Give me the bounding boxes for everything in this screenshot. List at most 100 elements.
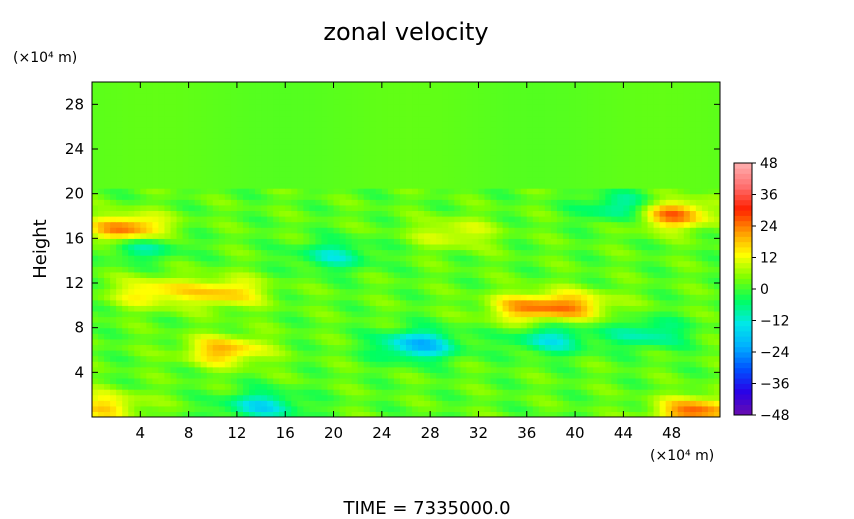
heatmap-cell	[164, 260, 172, 267]
heatmap-cell	[273, 288, 280, 295]
heatmap-cell	[182, 361, 190, 368]
heatmap-cell	[599, 344, 606, 351]
heatmap-cell	[128, 210, 135, 217]
heatmap-cell	[406, 327, 413, 334]
heatmap-cell	[339, 160, 347, 167]
heatmap-cell	[671, 327, 679, 334]
heatmap-cell	[713, 338, 720, 346]
heatmap-cell	[369, 243, 377, 251]
heatmap-cell	[454, 383, 461, 390]
heatmap-cell	[393, 377, 401, 385]
heatmap-cell	[502, 305, 510, 312]
heatmap-cell	[369, 160, 377, 167]
heatmap-cell	[707, 238, 715, 245]
heatmap-cell	[122, 149, 129, 156]
heatmap-cell	[575, 210, 582, 217]
heatmap-cell	[520, 405, 528, 413]
heatmap-cell	[255, 305, 262, 312]
heatmap-cell	[236, 232, 244, 239]
heatmap-cell	[418, 288, 425, 295]
heatmap-cell	[92, 366, 99, 373]
heatmap-cell	[635, 338, 643, 346]
heatmap-cell	[152, 238, 160, 245]
heatmap-cell	[164, 216, 172, 223]
heatmap-cell	[424, 277, 431, 284]
heatmap-cell	[472, 350, 480, 357]
heatmap-cell	[641, 327, 649, 334]
heatmap-cell	[363, 327, 371, 334]
heatmap-cell	[224, 288, 232, 295]
heatmap-cell	[230, 199, 238, 206]
heatmap-cell	[623, 182, 631, 189]
heatmap-cell	[242, 411, 250, 417]
heatmap-cell	[369, 305, 377, 312]
heatmap-cell	[369, 165, 377, 172]
heatmap-cell	[635, 316, 643, 323]
heatmap-cell	[466, 227, 474, 234]
heatmap-cell	[224, 199, 232, 206]
heatmap-cell	[707, 316, 715, 323]
heatmap-cell	[273, 344, 280, 351]
heatmap-cell	[194, 232, 202, 239]
heatmap-cell	[212, 210, 220, 217]
heatmap-cell	[508, 171, 516, 178]
heatmap-cell	[599, 210, 606, 217]
heatmap-cell	[158, 316, 166, 323]
heatmap-cell	[605, 227, 612, 234]
heatmap-cell	[635, 288, 643, 295]
heatmap-cell	[291, 383, 298, 390]
heatmap-cell	[436, 221, 443, 228]
heatmap-cell	[617, 176, 624, 184]
heatmap-cell	[212, 400, 220, 407]
heatmap-cell	[110, 266, 117, 273]
heatmap-cell	[508, 188, 516, 195]
heatmap-cell	[683, 333, 691, 340]
heatmap-cell	[617, 238, 624, 245]
heatmap-cell	[363, 182, 371, 189]
heatmap-cell	[514, 411, 522, 417]
heatmap-cell	[236, 327, 244, 334]
heatmap-cell	[671, 199, 679, 206]
heatmap-cell	[200, 165, 208, 172]
heatmap-cell	[695, 165, 703, 172]
heatmap-cell	[92, 299, 99, 306]
heatmap-cell	[128, 266, 135, 273]
heatmap-cell	[635, 193, 643, 200]
heatmap-cell	[587, 204, 594, 212]
heatmap-cell	[424, 210, 431, 217]
heatmap-cell	[617, 294, 624, 301]
heatmap-cell	[418, 305, 425, 312]
heatmap-cell	[647, 182, 655, 189]
heatmap-cell	[375, 338, 383, 346]
heatmap-cell	[695, 210, 703, 217]
heatmap-cell	[110, 299, 117, 306]
heatmap-cell	[472, 383, 480, 390]
heatmap-cell	[261, 216, 268, 223]
heatmap-cell	[122, 361, 129, 368]
heatmap-cell	[164, 288, 172, 295]
heatmap-cell	[617, 405, 624, 413]
heatmap-cell	[581, 344, 588, 351]
heatmap-cell	[556, 338, 564, 346]
heatmap-cell	[104, 288, 111, 295]
heatmap-cell	[514, 361, 522, 368]
heatmap-cell	[526, 165, 534, 172]
heatmap-cell	[140, 344, 147, 351]
heatmap-cell	[502, 327, 510, 334]
heatmap-cell	[110, 171, 117, 178]
heatmap-cell	[713, 383, 720, 390]
heatmap-cell	[369, 377, 377, 385]
heatmap-cell	[327, 322, 335, 329]
heatmap-cell	[230, 344, 238, 351]
heatmap-cell	[623, 322, 631, 329]
heatmap-cell	[218, 355, 226, 362]
heatmap-cell	[218, 260, 226, 267]
heatmap-cell	[291, 149, 298, 156]
heatmap-cell	[333, 165, 341, 172]
heatmap-cell	[218, 294, 226, 301]
heatmap-cell	[430, 227, 437, 234]
heatmap-cell	[164, 338, 172, 346]
heatmap-cell	[430, 389, 437, 396]
heatmap-cell	[255, 182, 262, 189]
heatmap-cell	[116, 221, 123, 228]
